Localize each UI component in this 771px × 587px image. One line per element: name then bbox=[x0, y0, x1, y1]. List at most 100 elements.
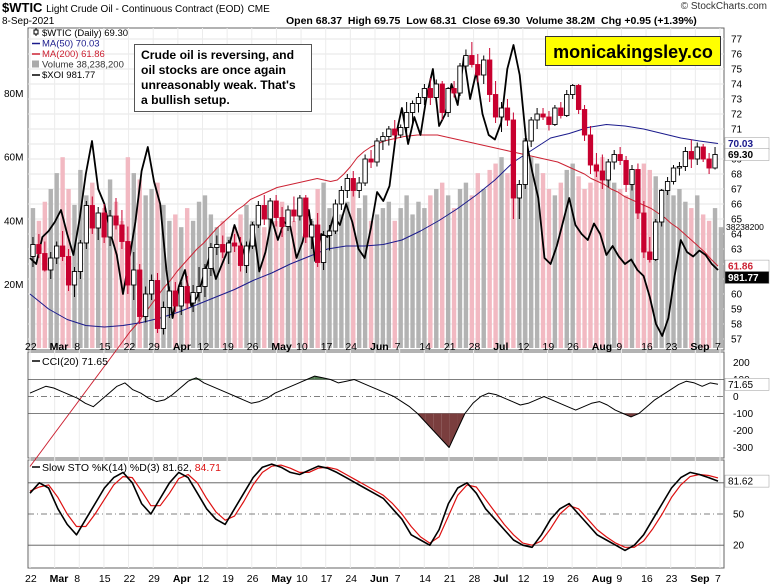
volume-bar bbox=[345, 201, 350, 348]
candle-body bbox=[463, 55, 469, 67]
ma50-value-label: 70.03 bbox=[728, 139, 753, 150]
volume-bar bbox=[594, 163, 599, 348]
candle-body bbox=[172, 290, 178, 307]
volume-bar bbox=[173, 214, 178, 348]
volume-bar bbox=[434, 189, 439, 348]
candle-body bbox=[481, 59, 487, 76]
date-tick-label: 7 bbox=[395, 341, 401, 353]
volume-bar bbox=[612, 182, 617, 348]
volume-bar bbox=[368, 220, 374, 348]
candle-body bbox=[143, 293, 149, 317]
low-value: Low 68.31 bbox=[406, 15, 457, 27]
volume-bar bbox=[155, 182, 160, 348]
candle-body bbox=[362, 158, 368, 184]
candle-body bbox=[315, 224, 321, 263]
volume-bar bbox=[487, 169, 492, 348]
candle-body bbox=[421, 88, 428, 98]
cci-tick-label: -200 bbox=[733, 426, 753, 437]
volume-bar bbox=[528, 157, 534, 348]
volume-bar bbox=[416, 201, 421, 348]
date-tick-label: 7 bbox=[715, 341, 721, 353]
date-tick-label: 28 bbox=[469, 573, 481, 585]
candle-body bbox=[570, 85, 576, 95]
volume-bar bbox=[588, 182, 593, 348]
date-tick-label: 26 bbox=[247, 573, 259, 585]
date-tick-label: 26 bbox=[247, 341, 259, 353]
sto-k-line bbox=[29, 463, 719, 552]
cci-oversold-fill bbox=[441, 413, 450, 448]
volume-bar bbox=[232, 227, 237, 348]
volume-bar bbox=[392, 220, 397, 348]
volume-bar bbox=[523, 138, 528, 348]
volume-bar bbox=[143, 195, 148, 348]
volume-bar bbox=[386, 201, 392, 348]
date-tick-label: Jul bbox=[493, 341, 508, 353]
ticker-symbol: $WTIC bbox=[2, 0, 43, 15]
candle-body bbox=[42, 253, 48, 271]
candle-body bbox=[261, 205, 267, 220]
volume-bar bbox=[333, 220, 338, 348]
sto-d-line bbox=[29, 464, 719, 548]
volume-bar bbox=[570, 163, 575, 348]
volume-bar bbox=[617, 189, 623, 348]
candle-body bbox=[540, 113, 546, 118]
volume-bar bbox=[410, 214, 415, 348]
date-tick-label: 19 bbox=[222, 573, 234, 585]
candle-body bbox=[303, 197, 309, 238]
candle-body bbox=[344, 178, 350, 191]
candle-body bbox=[231, 242, 238, 247]
candle-body bbox=[65, 256, 72, 286]
date-tick-label: 14 bbox=[419, 341, 431, 353]
legend-candle-marker bbox=[33, 29, 39, 35]
credit-watermark: © StockCharts.com bbox=[680, 1, 767, 12]
candle-body bbox=[71, 271, 78, 286]
volume-bar bbox=[582, 189, 587, 348]
candle-body bbox=[510, 119, 517, 199]
volume-bar bbox=[30, 208, 36, 348]
date-tick-label: 24 bbox=[345, 573, 357, 585]
volume-bar bbox=[279, 201, 285, 348]
volume-bar bbox=[315, 189, 320, 348]
price-tick-label: 67 bbox=[731, 185, 743, 196]
date-tick-label: Jun bbox=[370, 573, 389, 585]
candle-body bbox=[522, 140, 528, 185]
date-tick-label: Aug bbox=[592, 573, 612, 585]
volume-bar bbox=[576, 176, 581, 348]
volume-bar bbox=[534, 163, 540, 348]
date-tick-label: 9 bbox=[616, 341, 622, 353]
date-tick-label: 15 bbox=[99, 573, 111, 585]
sto-value-label: 81.62 bbox=[728, 477, 753, 488]
candle-body bbox=[101, 212, 107, 238]
date-tick-label: 28 bbox=[469, 341, 481, 353]
volume-bar bbox=[380, 208, 386, 348]
date-tick-label: 19 bbox=[543, 573, 555, 585]
analyst-annotation: Crude oil is reversing, and oil stocks a… bbox=[134, 44, 312, 112]
xoi-value-label: 981.77 bbox=[728, 273, 759, 284]
candle-body bbox=[575, 85, 582, 110]
candle-body bbox=[255, 205, 261, 226]
cci-value-label: 71.65 bbox=[728, 380, 753, 391]
candle-body bbox=[148, 280, 155, 295]
volume-bar bbox=[445, 195, 451, 348]
price-tick-label: 68 bbox=[731, 170, 743, 181]
cci-line bbox=[29, 375, 719, 448]
candle-body bbox=[475, 64, 481, 76]
date-tick-label: 29 bbox=[148, 341, 160, 353]
volume-bar bbox=[244, 204, 249, 348]
price-tick-label: 64 bbox=[731, 230, 743, 241]
volume-bar bbox=[208, 214, 214, 348]
volume-bar bbox=[469, 195, 475, 348]
candle-body bbox=[220, 244, 226, 253]
price-tick-label: 73 bbox=[731, 95, 743, 106]
candle-body bbox=[196, 286, 202, 293]
candle-body bbox=[409, 103, 416, 113]
volume-bar bbox=[422, 208, 427, 348]
volume-bar bbox=[297, 208, 303, 348]
date-tick-label: 10 bbox=[296, 573, 308, 585]
candle-body bbox=[237, 245, 244, 266]
volume-bar bbox=[629, 182, 635, 348]
candle-body bbox=[492, 94, 499, 118]
candle-body bbox=[581, 109, 588, 136]
candle-body bbox=[380, 136, 386, 142]
candle-body bbox=[415, 97, 422, 104]
